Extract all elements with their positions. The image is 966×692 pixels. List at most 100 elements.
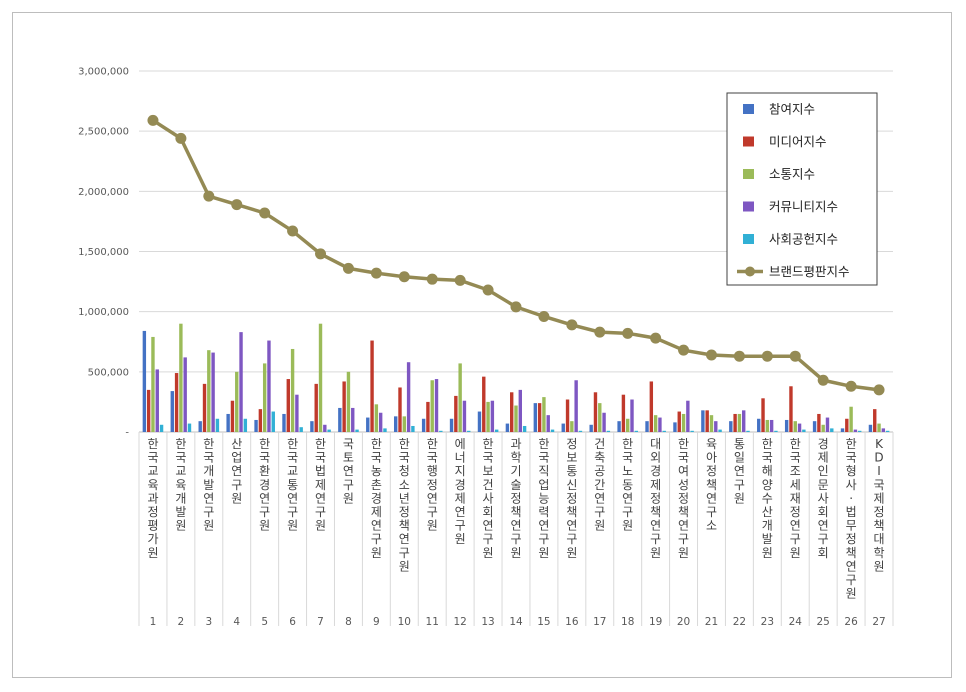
bar-3-23 (765, 419, 770, 432)
brand-index-point (817, 374, 829, 386)
x-rank-label: 8 (345, 616, 352, 628)
bar-5-1 (159, 424, 164, 432)
x-rank-label: 13 (481, 616, 494, 628)
legend-swatch (743, 169, 754, 179)
bar-1-13 (477, 411, 482, 432)
bar-4-20 (686, 400, 690, 432)
bar-2-26 (845, 418, 849, 432)
bar-4-3 (211, 352, 215, 432)
brand-index-point (315, 248, 327, 260)
bar-1-14 (505, 423, 510, 432)
bar-3-22 (737, 413, 742, 432)
legend-swatch (743, 201, 754, 212)
brand-index-point (287, 225, 299, 237)
brand-index-point (622, 327, 634, 339)
bar-4-5 (267, 340, 271, 432)
x-rank-label: 9 (373, 616, 380, 628)
bar-5-20 (690, 430, 694, 432)
bar-4-12 (462, 400, 467, 432)
bar-5-22 (746, 430, 750, 432)
bar-1-19 (645, 421, 649, 432)
bar-2-27 (873, 409, 877, 432)
bar-4-14 (518, 389, 522, 432)
bar-4-15 (546, 415, 550, 432)
bar-5-7 (327, 429, 331, 432)
bar-3-17 (598, 403, 602, 432)
brand-index-point (259, 207, 271, 219)
bar-2-13 (482, 376, 486, 432)
x-rank-label: 6 (289, 616, 296, 628)
bar-5-11 (439, 430, 443, 432)
x-rank-label: 27 (872, 616, 885, 628)
brand-index-point (482, 284, 494, 296)
bar-5-6 (299, 427, 303, 432)
bar-3-15 (542, 397, 546, 432)
bar-4-27 (881, 428, 886, 432)
bar-2-9 (370, 340, 374, 432)
bar-5-17 (606, 430, 611, 432)
brand-index-point (705, 349, 717, 361)
bar-1-1 (142, 330, 147, 432)
y-tick-label: 2,500,000 (78, 127, 129, 138)
x-rank-label: 20 (677, 616, 690, 628)
brand-index-point (398, 271, 410, 283)
bar-1-4 (226, 413, 230, 432)
bar-2-15 (537, 403, 542, 432)
x-rank-label: 1 (150, 616, 157, 628)
bar-5-23 (774, 430, 778, 432)
bar-5-19 (662, 430, 666, 432)
bar-1-2 (170, 391, 174, 432)
bar-1-15 (533, 403, 538, 432)
bar-1-10 (393, 416, 398, 432)
bar-1-7 (310, 421, 314, 432)
brand-index-point (845, 380, 857, 392)
brand-index-point (454, 274, 466, 286)
legend-label: 참여지수 (769, 102, 815, 117)
bar-2-25 (817, 413, 821, 432)
bar-4-16 (574, 380, 578, 432)
x-rank-label: 10 (398, 616, 411, 628)
bar-1-17 (589, 424, 593, 432)
brand-index-point (650, 332, 662, 344)
bar-3-21 (709, 415, 714, 432)
x-rank-label: 25 (816, 616, 829, 628)
bar-2-3 (202, 383, 207, 432)
bar-1-20 (673, 422, 677, 432)
bar-3-11 (430, 380, 434, 432)
bar-5-24 (802, 429, 806, 432)
legend-marker (745, 266, 755, 277)
bar-3-24 (793, 421, 797, 432)
bar-2-11 (426, 401, 430, 432)
bar-5-25 (830, 428, 834, 432)
legend-label: 소통지수 (769, 167, 815, 182)
bar-5-13 (494, 429, 499, 432)
bar-2-22 (733, 413, 737, 432)
bar-1-27 (868, 424, 873, 432)
bar-4-25 (825, 417, 830, 432)
x-axis: 한 국 교 육 과 정 평 가 원 1 한 국 교 육 개 발 원 2 한 국 개 발 연 구 원 3 산 업 연 구 원 4 한 국 환 경 연 구 원 5… (138, 432, 894, 628)
y-tick-label: 1,000,000 (78, 307, 129, 318)
bar-2-17 (593, 392, 598, 432)
bar-4-1 (155, 369, 159, 432)
bar-3-10 (402, 416, 406, 432)
bar-2-8 (342, 381, 346, 432)
bar-5-4 (243, 418, 248, 432)
bar-1-11 (421, 418, 426, 432)
bar-3-1 (151, 336, 155, 432)
bar-2-7 (314, 383, 318, 432)
bar-4-11 (434, 379, 439, 432)
bar-2-21 (705, 410, 709, 432)
bar-series (142, 323, 890, 432)
x-rank-label: 23 (761, 616, 774, 628)
x-rank-label: 12 (453, 616, 466, 628)
